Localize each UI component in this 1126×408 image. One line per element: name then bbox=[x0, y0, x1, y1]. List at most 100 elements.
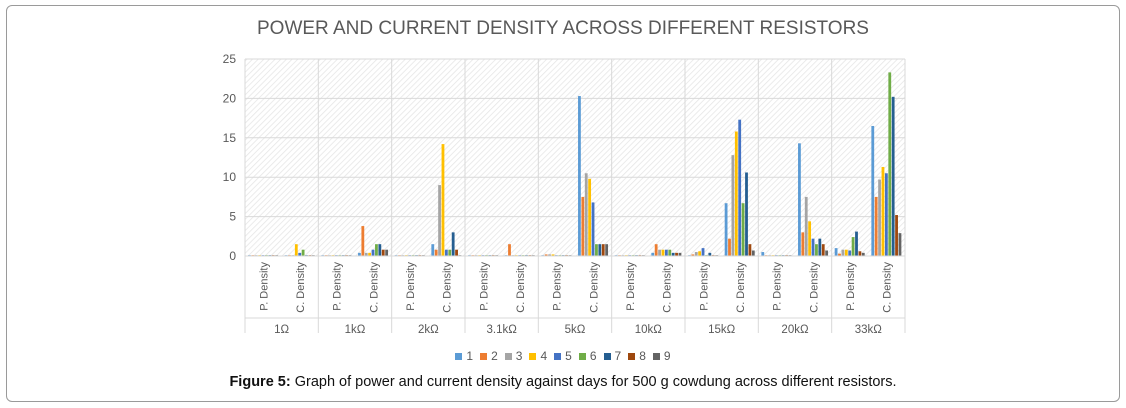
bar-9-7-1 bbox=[825, 250, 829, 256]
y-tick-label: 10 bbox=[223, 170, 237, 184]
group-label: 2kΩ bbox=[418, 324, 439, 336]
legend-item: 3 bbox=[504, 349, 523, 363]
subcategory-label: P. Density bbox=[625, 262, 637, 311]
bar-4-7-1 bbox=[808, 221, 812, 256]
bar-2-8-1 bbox=[874, 196, 878, 256]
subcategory-label: P. Density bbox=[552, 262, 564, 311]
legend-swatch bbox=[652, 352, 660, 360]
legend-swatch bbox=[529, 352, 537, 360]
bar-8-2-1 bbox=[455, 249, 458, 256]
x-axis: P. Density C. Density 1Ω P. Density C. Densi… bbox=[244, 59, 906, 336]
legend-label: 4 bbox=[540, 349, 548, 363]
bar-5-7-1 bbox=[811, 238, 815, 256]
legend: 1 2 3 4 5 6 7 8 9 bbox=[0, 349, 1126, 363]
subcategory-label: P. Density bbox=[258, 262, 270, 311]
bar-8-8-0 bbox=[858, 251, 862, 256]
bar-9-8-0 bbox=[861, 252, 865, 256]
bar-4-0-1 bbox=[294, 244, 298, 256]
bar-7-5-1 bbox=[671, 252, 675, 256]
bar-2-4-0 bbox=[544, 254, 548, 256]
bar-9-4-1 bbox=[605, 244, 609, 256]
chart-title: POWER AND CURRENT DENSITY ACROSS DIFFERE… bbox=[257, 18, 869, 39]
bar-4-1-1 bbox=[368, 252, 372, 256]
group-label: 33kΩ bbox=[855, 324, 883, 336]
bar-4-2-1 bbox=[441, 144, 445, 256]
figure-frame bbox=[6, 5, 1120, 402]
legend-item: 7 bbox=[603, 349, 621, 363]
legend-swatch bbox=[554, 352, 562, 360]
bar-2-6-0 bbox=[691, 254, 695, 256]
bar-9-1-1 bbox=[385, 249, 389, 256]
bar-5-8-0 bbox=[848, 250, 852, 256]
bar-1-4-1 bbox=[578, 96, 581, 256]
bar-2-8-0 bbox=[838, 253, 841, 256]
y-tick-label: 15 bbox=[223, 131, 237, 145]
bar-4-4-0 bbox=[551, 254, 555, 256]
subcategory-label: C. Density bbox=[442, 262, 454, 313]
legend-label: 6 bbox=[589, 349, 597, 363]
bar-6-1-1 bbox=[375, 244, 378, 256]
y-tick-label: 0 bbox=[229, 249, 236, 263]
bar-7-6-1 bbox=[745, 172, 748, 256]
bar-6-5-1 bbox=[668, 249, 672, 256]
bar-3-7-1 bbox=[804, 196, 808, 256]
bar-5-2-1 bbox=[444, 249, 448, 256]
bar-5-8-1 bbox=[884, 173, 888, 256]
bar-6-6-1 bbox=[741, 203, 745, 256]
subcategory-label: C. Density bbox=[662, 262, 674, 313]
bar-7-8-0 bbox=[855, 231, 858, 256]
bar-4-8-1 bbox=[881, 166, 885, 256]
figure-caption: Figure 5: Graph of power and current den… bbox=[0, 374, 1126, 390]
legend-item: 9 bbox=[652, 349, 671, 363]
bar-7-8-1 bbox=[891, 96, 895, 256]
legend-label: 9 bbox=[663, 349, 671, 363]
bar-2-6-1 bbox=[728, 238, 731, 256]
bar-6-2-1 bbox=[448, 249, 452, 256]
bar-3-4-0 bbox=[548, 254, 551, 256]
bar-8-6-1 bbox=[748, 244, 752, 256]
y-tick-label: 25 bbox=[223, 52, 237, 66]
bar-2-2-1 bbox=[434, 249, 438, 256]
legend-label: 3 bbox=[515, 349, 523, 363]
bar-2-1-1 bbox=[361, 226, 365, 256]
bar-1-2-1 bbox=[431, 244, 435, 256]
plot-area bbox=[245, 59, 905, 256]
bar-9-8-1 bbox=[898, 233, 902, 256]
legend-item: 4 bbox=[529, 349, 547, 363]
subcategory-label: C. Density bbox=[882, 262, 894, 313]
bar-1-8-1 bbox=[871, 125, 875, 256]
bar-4-6-1 bbox=[734, 131, 738, 256]
bar-5-5-1 bbox=[664, 249, 668, 256]
bar-3-1-1 bbox=[364, 252, 368, 256]
group-label: 1kΩ bbox=[345, 324, 366, 336]
bar-6-4-1 bbox=[595, 244, 598, 256]
legend-label: 1 bbox=[466, 349, 474, 363]
bar-5-0-1 bbox=[298, 252, 302, 256]
bar-3-8-0 bbox=[841, 249, 845, 256]
y-tick-label: 5 bbox=[229, 210, 236, 224]
bar-8-8-1 bbox=[895, 215, 898, 256]
group-label: 3.1kΩ bbox=[486, 324, 517, 336]
bar-2-7-1 bbox=[801, 232, 805, 256]
legend-swatch bbox=[455, 352, 463, 360]
legend-item: 8 bbox=[628, 349, 646, 363]
legend-label: 8 bbox=[639, 349, 646, 363]
legend-swatch bbox=[628, 352, 636, 360]
caption-label: Figure 5: bbox=[229, 374, 291, 390]
bar-2-4-1 bbox=[581, 196, 585, 256]
subcategory-label: C. Density bbox=[295, 262, 307, 313]
bar-8-5-1 bbox=[675, 252, 678, 256]
bar-3-4-1 bbox=[584, 173, 588, 256]
legend-item: 2 bbox=[480, 349, 498, 363]
bar-1-6-1 bbox=[724, 203, 728, 256]
bar-4-8-0 bbox=[844, 249, 848, 256]
legend-label: 2 bbox=[491, 349, 498, 363]
bar-2-3-1 bbox=[508, 244, 511, 256]
bar-8-4-1 bbox=[601, 244, 605, 256]
bar-3-5-1 bbox=[658, 249, 661, 256]
y-tick-label: 20 bbox=[223, 91, 237, 105]
subcategory-label: C. Density bbox=[735, 262, 747, 313]
bar-5-1-1 bbox=[371, 249, 375, 256]
y-axis-ticks: 0 5 10 15 20 25 bbox=[223, 52, 237, 263]
